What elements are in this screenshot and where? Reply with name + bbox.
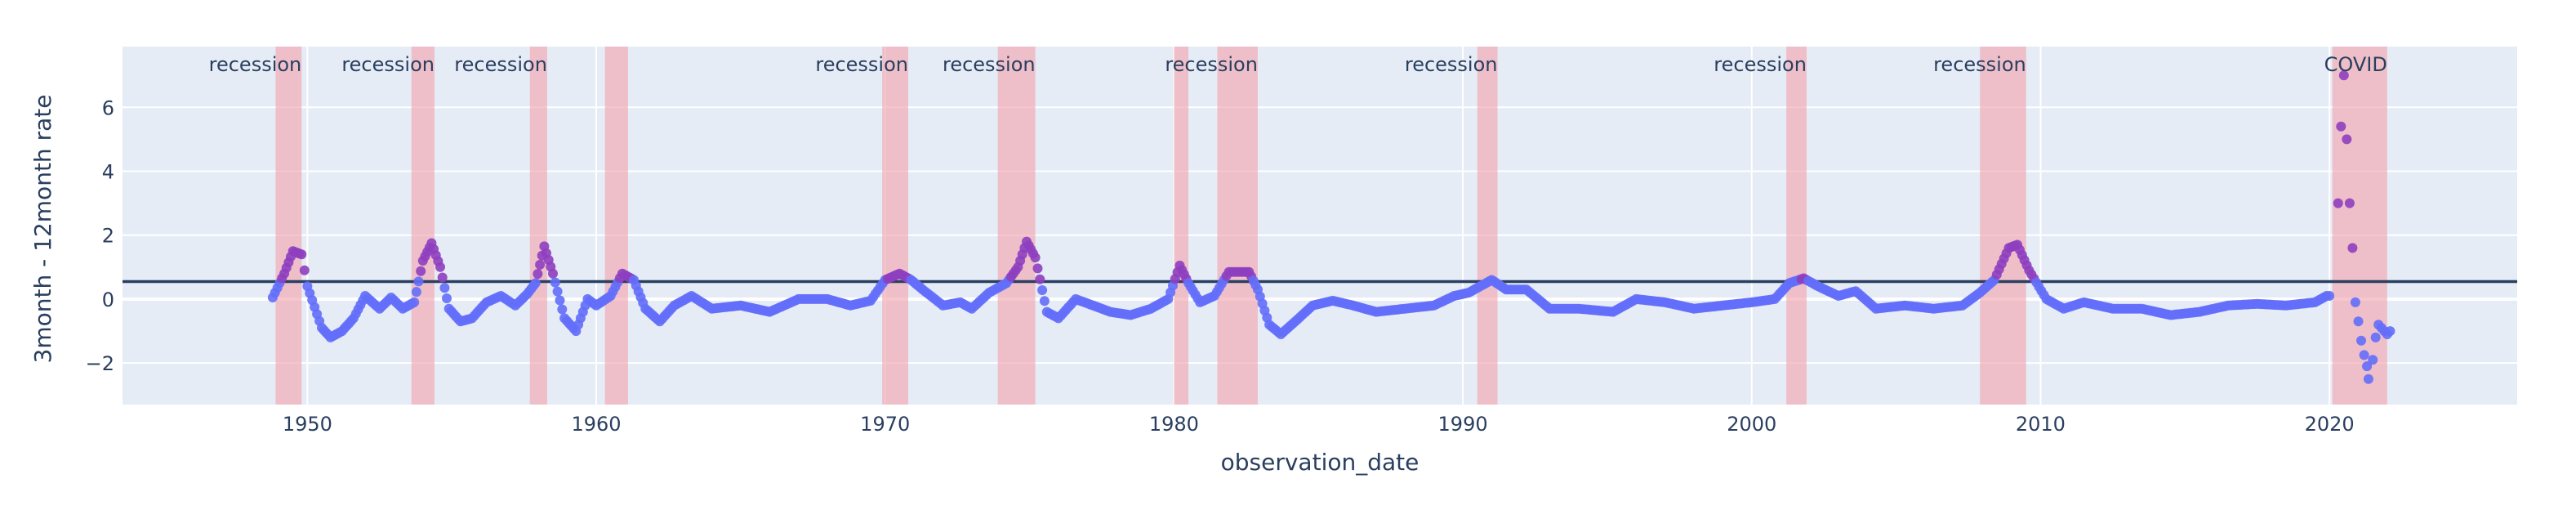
data-point	[2333, 198, 2343, 208]
x-tick-label: 1990	[1438, 413, 1488, 436]
recession-band	[882, 47, 909, 405]
band-label: recession	[1714, 53, 1807, 76]
data-point	[2356, 335, 2366, 346]
data-point	[2338, 70, 2349, 81]
data-point	[1039, 296, 1050, 306]
recession-band	[1477, 47, 1498, 405]
data-point	[2368, 355, 2378, 365]
plot-area	[123, 47, 2517, 405]
data-point	[2385, 326, 2396, 337]
data-point	[299, 265, 310, 275]
band-label: COVID	[2324, 53, 2387, 76]
data-point	[409, 297, 420, 307]
band-label: recession	[815, 53, 908, 76]
data-point	[439, 283, 450, 293]
data-points	[267, 70, 2396, 384]
data-point	[2344, 198, 2355, 208]
band-label: recession	[1933, 53, 2026, 76]
data-point	[530, 278, 541, 289]
band-label: recession	[454, 53, 547, 76]
y-tick-label: 2	[102, 225, 114, 248]
data-point	[442, 293, 452, 303]
recession-band	[604, 47, 628, 405]
y-tick-label: 6	[102, 96, 114, 119]
band-label: recession	[209, 53, 302, 76]
data-point	[2362, 361, 2373, 372]
x-tick-label: 2000	[1727, 413, 1776, 436]
recession-band	[529, 47, 547, 405]
data-point	[2370, 332, 2381, 342]
data-point	[1032, 263, 1043, 274]
band-label: recession	[1405, 53, 1498, 76]
data-point	[2347, 243, 2358, 253]
band-labels: recession recession recession recession rece…	[209, 53, 2387, 76]
recession-band	[1174, 47, 1189, 405]
recession-bands	[275, 47, 2387, 405]
x-tick-label: 2010	[2016, 413, 2066, 436]
x-tick-label: 1970	[860, 413, 910, 436]
x-axis-title: observation_date	[1221, 449, 1419, 476]
recession-band	[1980, 47, 2026, 405]
data-point	[552, 286, 563, 297]
recession-band	[1217, 47, 1258, 405]
data-point	[2336, 121, 2346, 132]
y-axis-title: 3month - 12month rate	[29, 95, 56, 364]
data-point	[413, 276, 424, 287]
data-point	[435, 262, 445, 272]
data-point	[2353, 316, 2364, 327]
recession-band	[411, 47, 435, 405]
data-point	[550, 277, 560, 288]
recession-band	[1786, 47, 1807, 405]
data-point	[548, 268, 558, 279]
data-point	[2342, 134, 2352, 145]
y-axis-ticks: −2 0 2 4 6	[86, 96, 114, 375]
data-point	[2359, 350, 2369, 360]
recession-band	[2332, 47, 2387, 405]
x-tick-label: 1950	[283, 413, 332, 436]
data-point	[437, 272, 448, 283]
data-point	[555, 295, 565, 306]
data-point	[2324, 291, 2335, 301]
data-point	[535, 259, 546, 270]
recession-band	[275, 47, 302, 405]
band-label: recession	[341, 53, 435, 76]
data-point	[2363, 374, 2373, 384]
recession-band	[997, 47, 1036, 405]
x-tick-label: 2020	[2305, 413, 2355, 436]
data-point	[411, 287, 421, 298]
band-label: recession	[1165, 53, 1258, 76]
data-point	[416, 266, 426, 276]
data-point	[1035, 274, 1045, 284]
data-point	[296, 249, 307, 260]
data-point	[557, 304, 568, 315]
data-point	[1030, 253, 1041, 263]
y-tick-label: −2	[86, 352, 114, 375]
data-point	[533, 269, 543, 280]
band-label: recession	[943, 53, 1036, 76]
data-point	[2350, 297, 2360, 307]
x-tick-label: 1960	[571, 413, 621, 436]
data-point	[1037, 285, 1048, 295]
y-tick-label: 0	[102, 289, 114, 311]
x-axis-ticks: 1950 1960 1970 1980 1990 2000 2010 2020	[283, 413, 2355, 436]
x-tick-label: 1980	[1149, 413, 1199, 436]
y-tick-label: 4	[102, 161, 114, 184]
